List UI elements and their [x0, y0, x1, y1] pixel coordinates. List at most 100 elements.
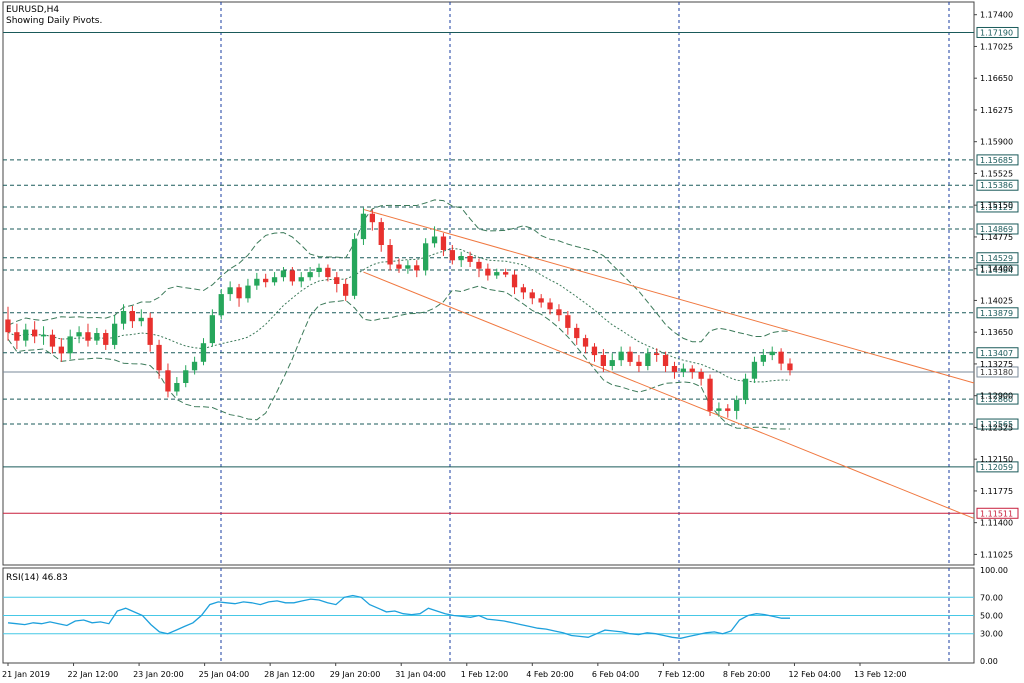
- pivot-label-box: [976, 507, 1019, 519]
- candle-body: [494, 272, 500, 276]
- rsi-tick-label: 50.00: [980, 612, 1003, 621]
- time-tick-label: 12 Feb 04:00: [788, 670, 840, 679]
- pivot-label: 1.17190: [980, 28, 1013, 37]
- candle-body: [289, 270, 295, 282]
- candle-body: [547, 302, 553, 310]
- pivot-label-box: [976, 264, 1019, 276]
- candle-body: [636, 361, 642, 366]
- candle-body: [307, 272, 313, 278]
- pivot-label: 1.12860: [980, 395, 1013, 404]
- candle-body: [707, 378, 713, 411]
- time-tick-label: 8 Feb 20:00: [723, 670, 770, 679]
- pivot-label: 1.15386: [980, 181, 1013, 190]
- candle-body: [103, 333, 109, 345]
- pivot-label-box: [976, 461, 1019, 473]
- candle-body: [40, 334, 47, 337]
- candle-body: [280, 270, 287, 278]
- candle-body: [120, 311, 127, 324]
- time-tick-label: 23 Jan 20:00: [133, 670, 184, 679]
- candle-body: [449, 250, 455, 261]
- pivot-label-box: [976, 393, 1019, 405]
- candle-body: [325, 267, 331, 278]
- pivot-label: 1.13879: [980, 309, 1013, 318]
- candle-body: [209, 315, 215, 344]
- candle-body: [49, 334, 56, 347]
- channel-upper-line: [363, 208, 975, 384]
- candle-body: [698, 372, 704, 379]
- candle-body: [654, 353, 660, 355]
- price-tick-label: 1.12525: [980, 423, 1013, 432]
- price-tick-label: 1.14400: [980, 265, 1013, 274]
- price-tick-label: 1.16650: [980, 74, 1013, 83]
- price-tick-label: 1.12900: [980, 392, 1013, 401]
- candle-body: [627, 351, 633, 362]
- candle-body: [396, 264, 402, 269]
- candle-body: [76, 332, 82, 337]
- pivot-label-box: [976, 307, 1019, 319]
- candle-body: [129, 311, 135, 322]
- pivot-label-box: [976, 252, 1019, 264]
- price-tick-label: 1.13275: [980, 360, 1013, 369]
- candle-body: [263, 278, 269, 283]
- rsi-label: RSI(14) 46.83: [6, 573, 68, 583]
- pivot-levels: 1.17190 1.15685 1.15386 1.15129 1.14869 1.145…: [3, 26, 1019, 519]
- candle-body: [67, 336, 73, 354]
- candle-body: [467, 256, 473, 262]
- candle-body: [485, 268, 491, 276]
- time-tick-label: 28 Jan 12:00: [264, 670, 315, 679]
- time-tick-label: 21 Jan 2019: [2, 670, 50, 679]
- candle-body: [511, 274, 518, 288]
- candle-body: [165, 370, 171, 392]
- pivot-label: 1.15685: [980, 156, 1013, 165]
- candle-body: [94, 333, 100, 341]
- price-tick-label: 1.17025: [980, 42, 1013, 51]
- main-panel-frame: [2, 1, 975, 566]
- envelope-upper: [7, 199, 791, 343]
- candle-body: [5, 319, 11, 333]
- pivot-label-box: [976, 223, 1019, 235]
- candle-body: [458, 256, 464, 261]
- candle-body: [538, 298, 544, 303]
- candle-body: [565, 315, 571, 328]
- candle-body: [734, 399, 740, 411]
- rsi-indicator: 100.00 70.00 50.00 30.00 0.00: [3, 566, 1008, 666]
- channel-lower-line: [363, 271, 975, 519]
- time-tick-label: 13 Feb 12:00: [854, 670, 906, 679]
- candle-body: [600, 355, 606, 366]
- price-tick-label: 1.11400: [980, 519, 1013, 528]
- candle-body: [183, 370, 189, 383]
- candle-body: [156, 344, 162, 371]
- candle-body: [716, 408, 722, 411]
- time-tick-label: 31 Jan 04:00: [395, 670, 446, 679]
- candle-body: [112, 323, 118, 345]
- candle-body: [787, 363, 793, 371]
- time-tick-label: 4 Feb 20:00: [526, 670, 573, 679]
- pivot-label-box: [976, 26, 1019, 38]
- pivot-label-box: [976, 418, 1019, 430]
- candle-body: [431, 236, 438, 244]
- candle-body: [191, 361, 198, 371]
- time-tick-label: 25 Jan 04:00: [199, 670, 250, 679]
- candle-body: [369, 213, 375, 223]
- candle-body: [23, 329, 29, 341]
- pivot-label: 1.13407: [980, 349, 1013, 358]
- price-tick-label: 1.14775: [980, 233, 1013, 242]
- candle-body: [662, 355, 669, 366]
- candle-body: [423, 243, 429, 271]
- time-tick-label: 29 Jan 20:00: [330, 670, 381, 679]
- time-tick-label: 1 Feb 12:00: [461, 670, 508, 679]
- candle-body: [227, 287, 233, 295]
- candle-body: [671, 366, 678, 372]
- rsi-tick-label: 0.00: [980, 657, 998, 666]
- pivot-label-box: [976, 201, 1019, 213]
- candle-body: [574, 327, 580, 339]
- envelope-lower: [7, 285, 790, 430]
- pivot-label-box: [976, 179, 1019, 191]
- candle-body: [254, 278, 260, 286]
- candle-body: [725, 408, 731, 411]
- candle-body: [245, 285, 251, 299]
- rsi-tick-label: 70.00: [980, 593, 1003, 602]
- candle-body: [609, 360, 615, 366]
- pivot-label: 1.14869: [980, 225, 1013, 234]
- pivot-label-box: [976, 154, 1019, 166]
